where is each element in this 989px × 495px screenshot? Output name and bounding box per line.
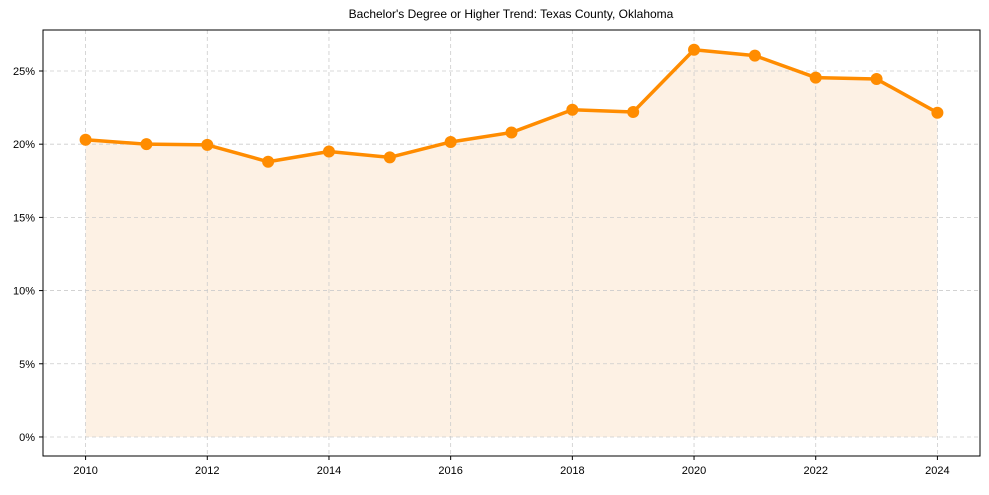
data-point [79, 133, 92, 146]
x-tick-label: 2020 [682, 465, 706, 477]
x-tick-label: 2012 [195, 465, 219, 477]
data-point [262, 155, 275, 168]
x-tick-label: 2016 [438, 465, 462, 477]
data-point [627, 105, 640, 118]
y-tick-label: 25% [13, 66, 35, 78]
axes-frame [42, 29, 981, 457]
data-point [383, 151, 396, 164]
x-tick-label: 2010 [73, 465, 97, 477]
y-tick-label: 0% [19, 432, 35, 444]
y-tick-label: 10% [13, 286, 35, 298]
x-tick-label: 2018 [560, 465, 584, 477]
x-tick-label: 2024 [925, 465, 949, 477]
y-tick-label: 15% [13, 212, 35, 224]
x-tick-label: 2014 [317, 465, 341, 477]
area-fill [85, 49, 938, 437]
data-point [809, 71, 822, 84]
x-tick-label: 2022 [803, 465, 827, 477]
data-point [870, 73, 883, 86]
data-point [931, 106, 944, 119]
data-point [140, 138, 153, 151]
data-point [748, 49, 761, 62]
data-point [201, 138, 214, 151]
data-point [505, 126, 518, 139]
y-tick-label: 5% [19, 359, 35, 371]
chart-title: Bachelor's Degree or Higher Trend: Texas… [348, 7, 674, 21]
y-tick-label: 20% [13, 139, 35, 151]
data-point [444, 135, 457, 148]
data-point [322, 145, 335, 158]
data-point [566, 103, 579, 116]
plot-area: 0% 5% 10% 15% 20% 25% 2010 2012 2014 2016 2018 2020… [13, 29, 981, 477]
data-point [688, 43, 701, 56]
